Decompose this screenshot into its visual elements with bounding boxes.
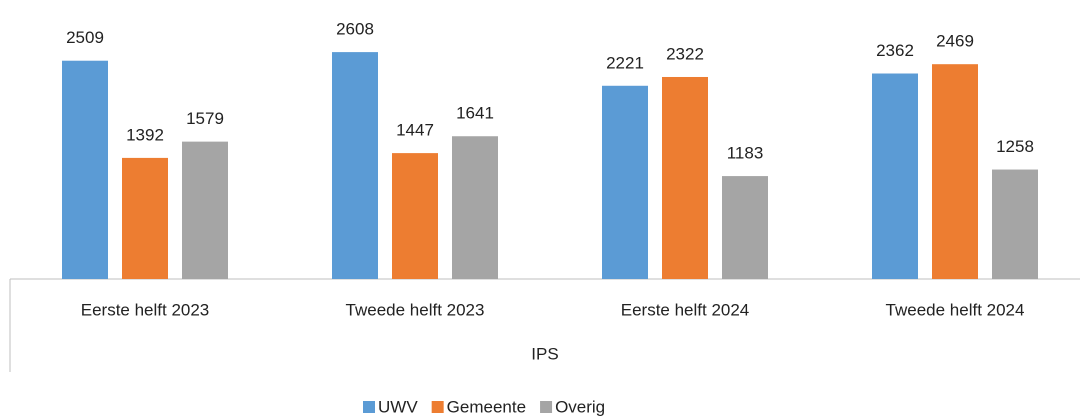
x-tick-label: Tweede helft 2024 [886, 300, 1025, 319]
value-label: 2469 [936, 32, 974, 51]
legend-label: Overig [555, 397, 605, 416]
value-label: 1579 [186, 109, 224, 128]
value-label: 1447 [396, 121, 434, 140]
bar [932, 64, 978, 280]
bar [872, 73, 918, 279]
x-group-label: IPS [531, 344, 558, 363]
bar [602, 85, 648, 279]
bar [122, 157, 168, 279]
bar [452, 136, 498, 279]
legend-swatch [363, 401, 375, 413]
value-label: 2509 [66, 28, 104, 47]
value-label: 2221 [606, 53, 644, 72]
bar [62, 60, 108, 280]
bar [332, 52, 378, 279]
value-label: 1641 [456, 104, 494, 123]
legend-swatch [431, 401, 444, 413]
legend-label: Gemeente [447, 397, 526, 416]
bar [722, 176, 768, 279]
x-tick-label: Tweede helft 2023 [346, 300, 485, 319]
value-label: 1183 [727, 144, 764, 163]
bar [182, 141, 228, 279]
x-tick-label: Eerste helft 2024 [621, 300, 750, 319]
value-label: 1392 [126, 125, 164, 144]
legend-swatch [540, 401, 553, 413]
legend-label: UWV [378, 397, 418, 416]
value-label: 1258 [996, 137, 1034, 156]
value-label: 2608 [336, 20, 374, 39]
value-label: 2322 [666, 44, 704, 63]
bar [662, 76, 708, 280]
bar [392, 153, 438, 279]
bar [992, 169, 1038, 279]
x-tick-label: Eerste helft 2023 [81, 300, 210, 319]
value-label: 2362 [876, 41, 914, 60]
